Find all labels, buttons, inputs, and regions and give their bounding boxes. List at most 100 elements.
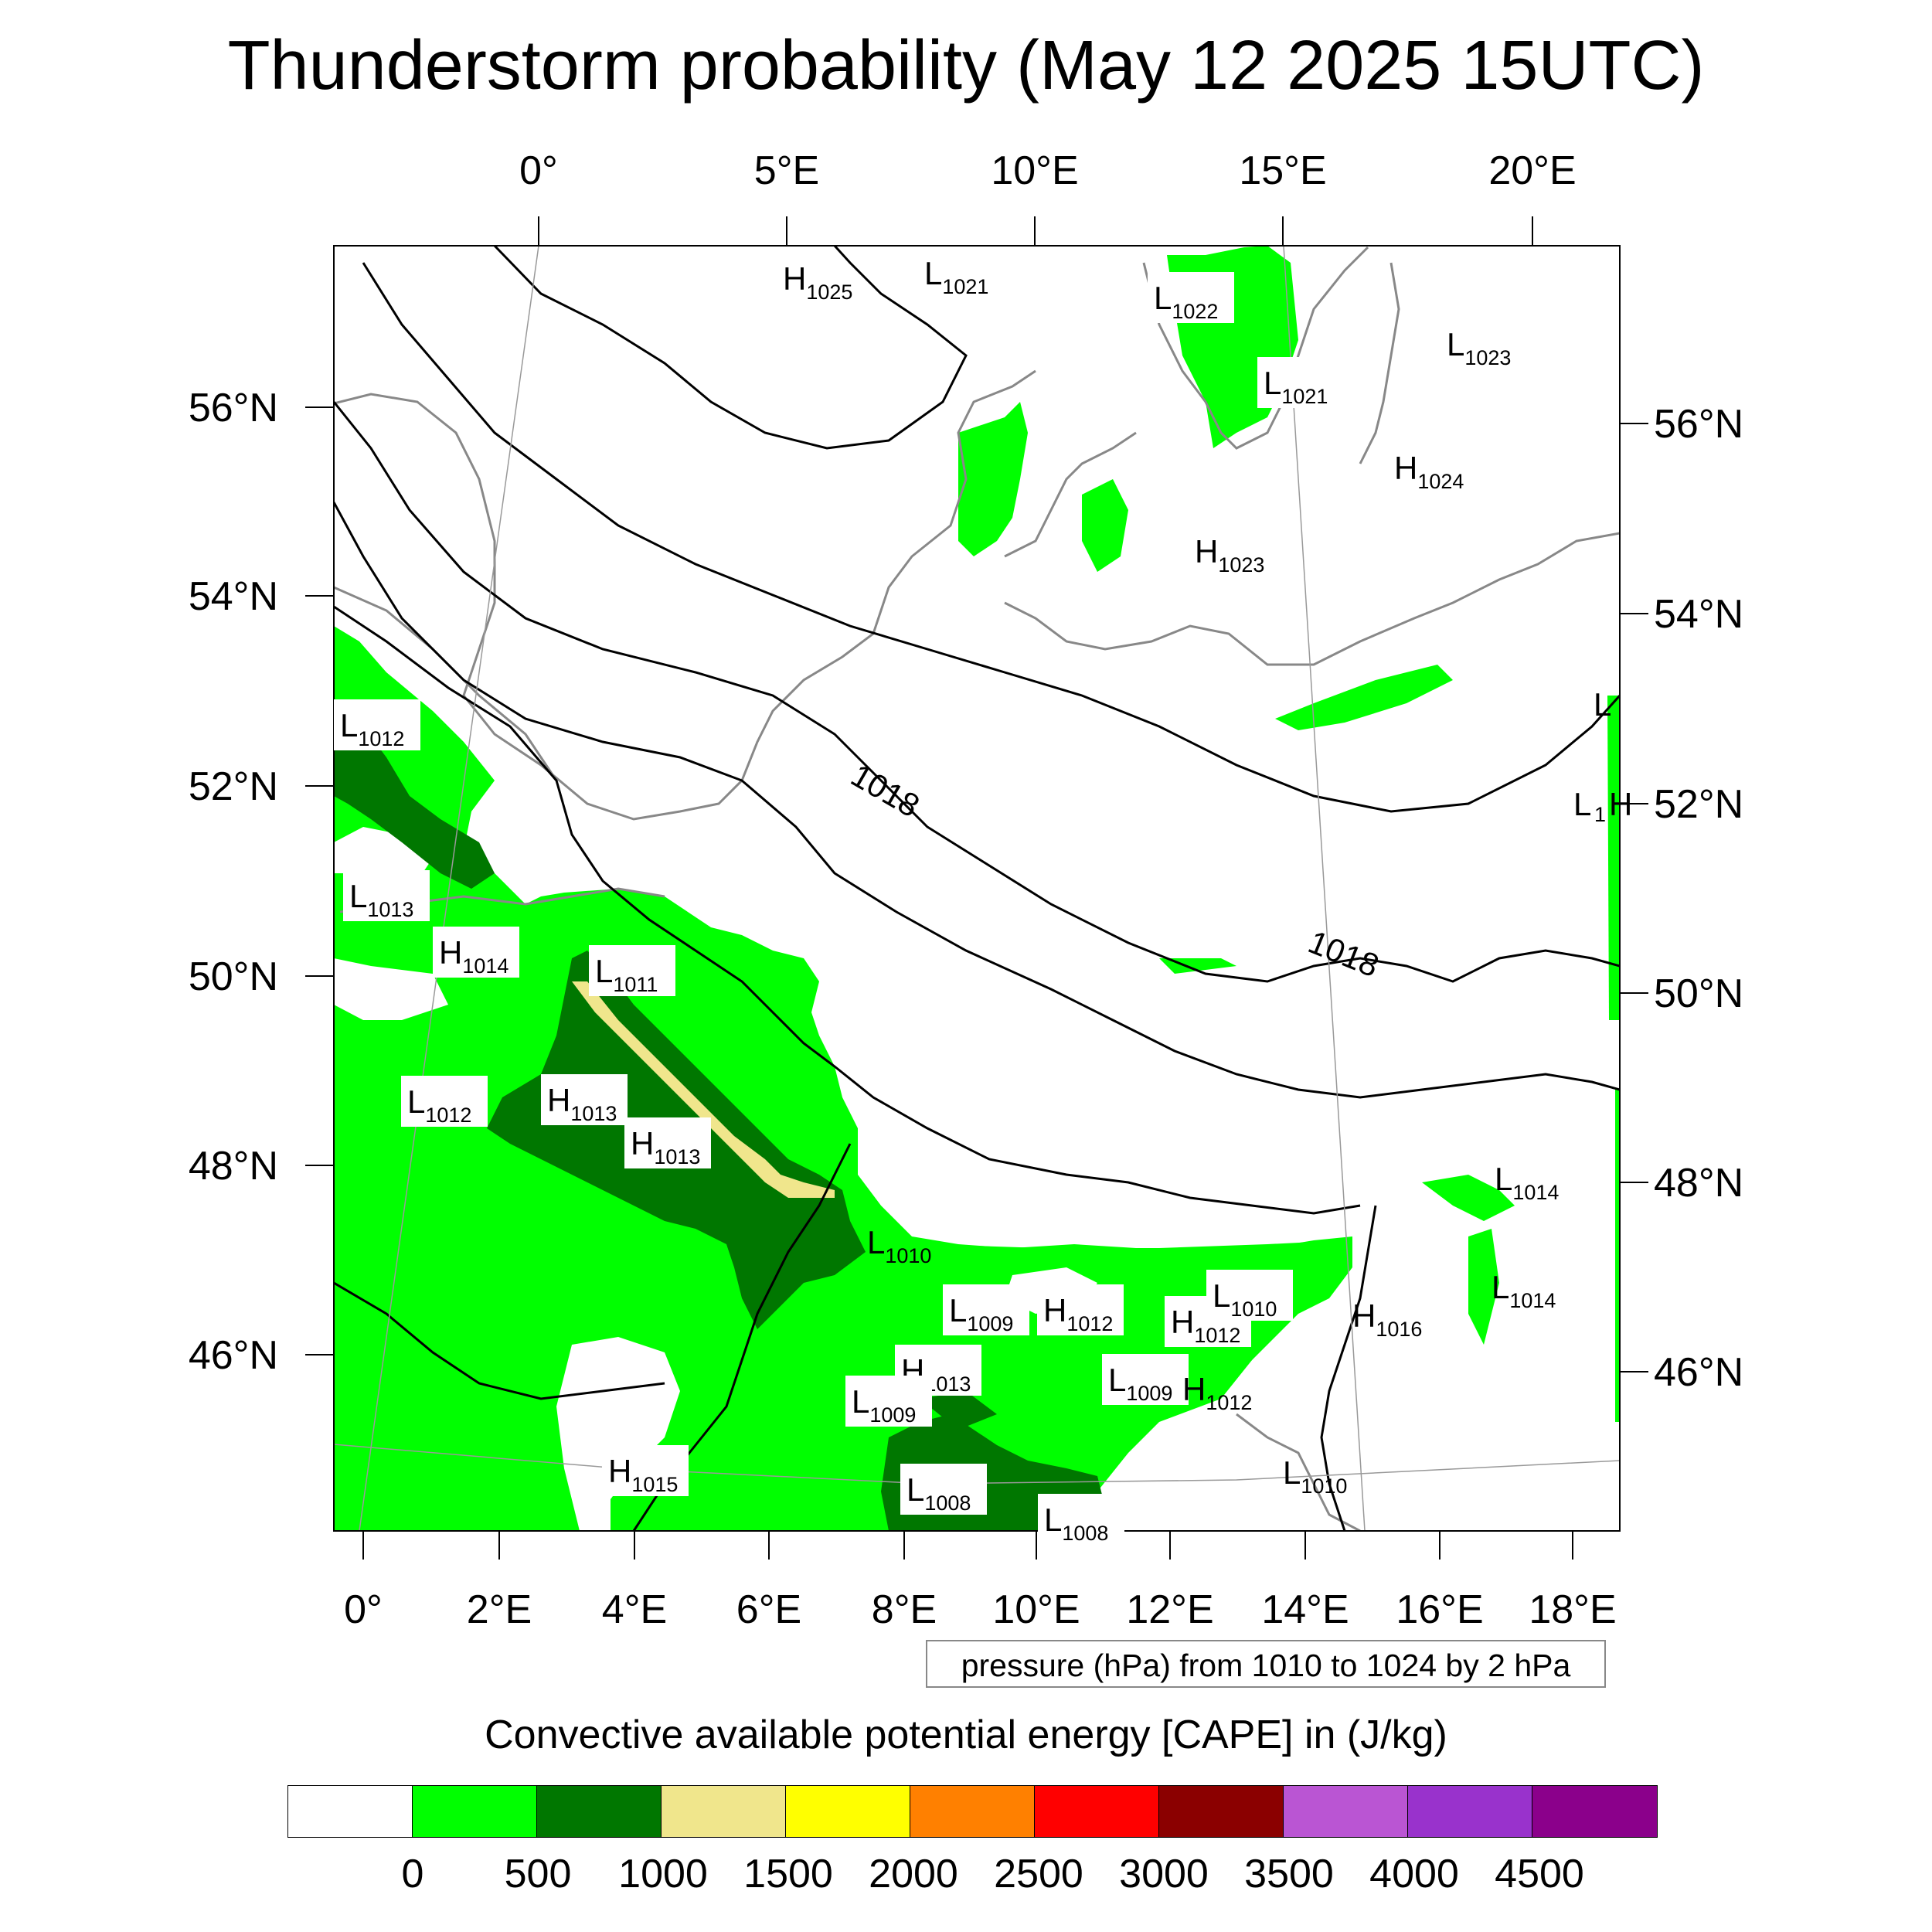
colorbar-tick-label: 1500	[743, 1852, 833, 1896]
bottom-lon-label: 18°E	[1529, 1587, 1616, 1632]
bottom-lon-label: 4°E	[602, 1587, 667, 1632]
pressure-system-text: L1009	[949, 1292, 1013, 1335]
pressure-system-label: H1015	[602, 1445, 689, 1496]
colorbar-tick-label: 4000	[1369, 1852, 1459, 1896]
colorbar-swatch	[910, 1786, 1035, 1837]
pressure-system-value: 1023	[1218, 553, 1264, 577]
pressure-system-label: H1025	[783, 260, 852, 304]
pressure-system-value: 1014	[462, 954, 509, 978]
left-lat-label: 52°N	[189, 764, 278, 809]
pressure-system-text: H1014	[439, 934, 509, 978]
pressure-system-label: H1023	[1195, 533, 1264, 577]
cape-region-poland-strips	[1275, 665, 1453, 730]
top-lon-label: 5°E	[754, 148, 819, 193]
pressure-system-type: L	[949, 1292, 967, 1328]
pressure-system-value: 1010	[1230, 1298, 1277, 1321]
pressure-system-text: L1009	[852, 1383, 916, 1427]
colorbar-tick-label: 4500	[1495, 1852, 1584, 1896]
colorbar-tick-label: 3000	[1119, 1852, 1209, 1896]
axis-ticks	[305, 216, 1648, 1560]
pressure-system-text: H1013	[631, 1125, 700, 1168]
colorbar	[287, 1785, 1658, 1838]
pressure-system-label: L1021	[1257, 357, 1344, 408]
label-box	[602, 1445, 689, 1496]
bottom-longitude-labels: 0° 2°E 4°E 6°E 8°E 10°E 12°E 14°E 16°E 18°E	[344, 1587, 1617, 1632]
label-box	[589, 945, 675, 996]
pressure-system-text: L1008	[906, 1471, 971, 1515]
pressure-system-label: L1009	[845, 1376, 932, 1427]
pressure-system-label: L1014	[1492, 1269, 1556, 1312]
pressure-system-type: H	[608, 1453, 631, 1489]
pressure-system-label: L1012	[334, 699, 420, 750]
top-lon-label: 15°E	[1239, 148, 1326, 193]
pressure-system-value: 1016	[1376, 1318, 1422, 1341]
pressure-system-text: L1012	[340, 707, 404, 750]
pressure-system-type: H	[1182, 1371, 1206, 1407]
pressure-system-value: 1012	[425, 1104, 471, 1127]
colorbar-tick-labels: 0 500 1000 1500 2000 2500 3000 3500 4000 4500	[0, 1847, 1932, 1901]
top-lon-label: 10°E	[991, 148, 1078, 193]
map-area	[334, 246, 1620, 1531]
edge-label: H	[1609, 786, 1632, 822]
left-lat-label: 46°N	[189, 1333, 278, 1378]
colorbar-tick-label: 1000	[618, 1852, 708, 1896]
pressure-system-value: 1013	[924, 1372, 971, 1396]
right-lat-label: 48°N	[1654, 1161, 1743, 1206]
pressure-system-value: 1021	[942, 275, 988, 298]
pressure-system-label: L1013	[343, 870, 430, 921]
cape-region-east-2	[1615, 1090, 1620, 1422]
edge-label: 1	[1594, 803, 1606, 826]
pressure-system-text: L1021	[1264, 365, 1328, 408]
pressure-system-type: L	[595, 953, 613, 989]
pressure-system-type: L	[1108, 1362, 1126, 1398]
colorbar-title: Convective available potential energy [C…	[485, 1713, 1447, 1757]
label-box	[845, 1376, 932, 1427]
pressure-system-value: 1012	[358, 727, 404, 750]
label-box	[1102, 1354, 1189, 1405]
label-box	[334, 699, 420, 750]
cape-region-east-1	[1607, 696, 1620, 1020]
label-box	[433, 927, 519, 978]
pressure-system-value: 1010	[885, 1244, 931, 1267]
pressure-system-label: L1023	[1447, 326, 1511, 369]
pressure-system-label: L1010	[1206, 1270, 1293, 1321]
left-latitude-labels: 56°N 54°N 52°N 50°N 48°N 46°N	[189, 386, 278, 1378]
cape-region-khaki	[572, 981, 835, 1198]
cape-region-denmark	[958, 402, 1028, 556]
pressure-system-text: H1016	[1352, 1298, 1422, 1341]
label-box	[624, 1117, 711, 1168]
page-title: Thunderstorm probability (May 12 2025 15…	[227, 27, 1705, 104]
pressure-system-value: 1013	[654, 1145, 700, 1168]
colorbar-swatch	[662, 1786, 786, 1837]
pressure-system-type: H	[547, 1082, 570, 1118]
bottom-lon-label: 14°E	[1261, 1587, 1349, 1632]
pressure-system-type: L	[1264, 365, 1281, 401]
map-frame	[333, 245, 1621, 1532]
pressure-system-type: L	[1283, 1454, 1301, 1491]
left-lat-label: 50°N	[189, 954, 278, 999]
pressure-system-value: 1015	[631, 1473, 678, 1496]
colorbar-swatch	[1035, 1786, 1159, 1837]
pressure-system-type: H	[1195, 533, 1218, 570]
cape-region-zealand	[1082, 479, 1128, 572]
colorbar-tick-label: 3500	[1244, 1852, 1334, 1896]
top-longitude-labels: 0° 5°E 10°E 15°E 20°E	[519, 148, 1577, 193]
pressure-system-value: 1012	[1066, 1312, 1113, 1335]
pressure-system-value: 1009	[967, 1312, 1013, 1335]
pressure-system-label: H1013	[624, 1117, 711, 1168]
pressure-note: pressure (hPa) from 1010 to 1024 by 2 hP…	[926, 1640, 1606, 1688]
pressure-system-label: L1010	[1283, 1454, 1347, 1498]
pressure-system-label: H1016	[1352, 1298, 1422, 1341]
pressure-system-text: H1024	[1394, 450, 1464, 493]
pressure-system-text: L1023	[1447, 326, 1511, 369]
pressure-system-label: L1022	[1148, 272, 1234, 323]
pressure-system-type: L	[1213, 1277, 1230, 1314]
pressure-system-type: H	[1352, 1298, 1376, 1334]
pressure-system-type: H	[783, 260, 806, 297]
pressure-system-type: L	[1495, 1161, 1512, 1197]
colorbar-swatch	[1532, 1786, 1657, 1837]
pressure-system-type: H	[631, 1125, 654, 1162]
pressure-system-text: L1022	[1154, 280, 1218, 323]
pressure-system-label: L1012	[401, 1076, 488, 1127]
